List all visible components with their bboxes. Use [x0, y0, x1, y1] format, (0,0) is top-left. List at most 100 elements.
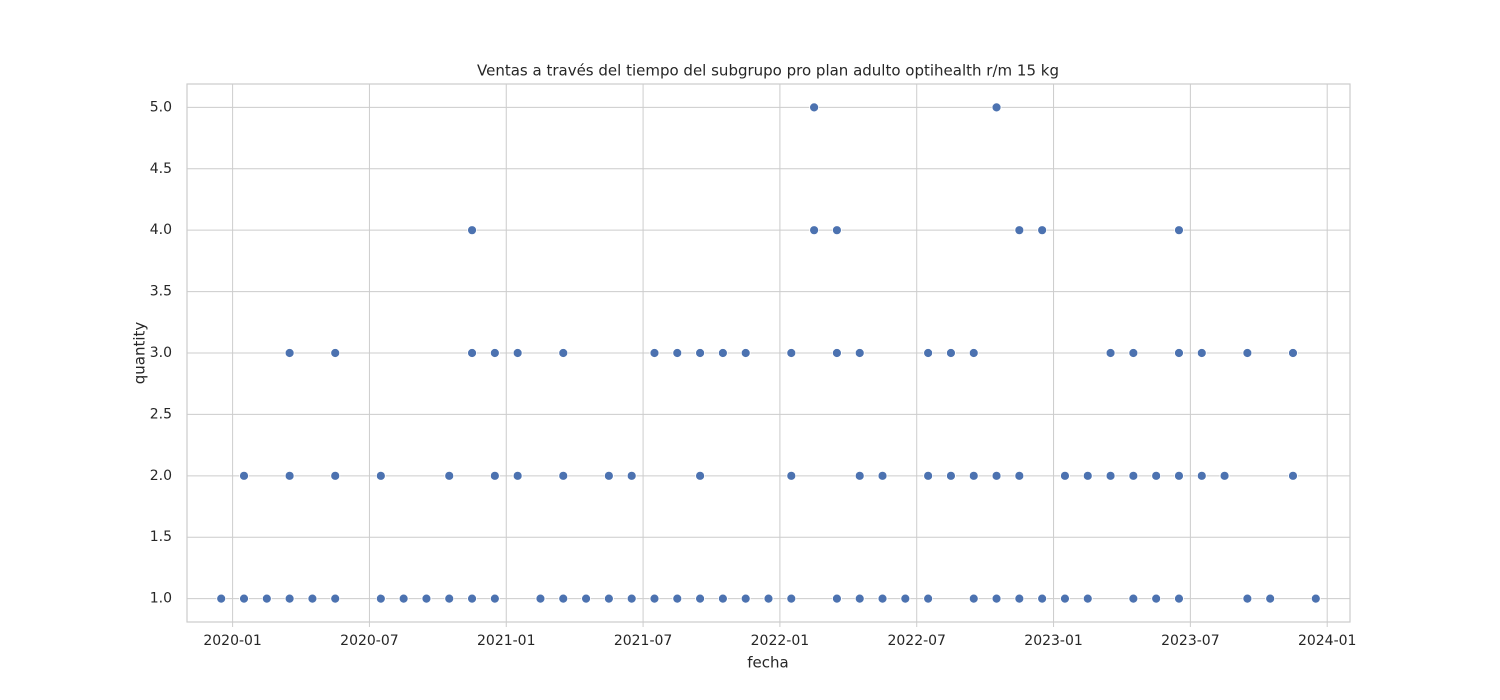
point — [398, 593, 409, 604]
x-tick-label: 2020-07 — [340, 633, 399, 649]
point — [786, 470, 797, 481]
point — [1014, 470, 1025, 481]
point — [1082, 470, 1093, 481]
point — [239, 593, 249, 604]
point — [900, 593, 911, 604]
y-tick-label: 4.0 — [150, 222, 172, 238]
x-tick-label: 2021-01 — [477, 633, 536, 649]
point — [1128, 593, 1139, 604]
x-tick-label: 2022-01 — [751, 633, 810, 649]
point — [968, 348, 979, 358]
point — [535, 593, 546, 604]
point — [832, 225, 842, 236]
point — [375, 593, 386, 604]
point — [581, 593, 591, 604]
point — [421, 593, 432, 604]
point — [1014, 593, 1025, 604]
point — [558, 470, 569, 481]
point — [1037, 593, 1048, 604]
point — [603, 593, 614, 604]
point — [877, 593, 888, 604]
point — [1310, 593, 1321, 604]
point — [489, 470, 500, 481]
point — [809, 102, 820, 113]
point — [832, 593, 842, 604]
point — [1037, 225, 1048, 236]
point — [307, 593, 318, 604]
point — [923, 593, 934, 604]
point — [1242, 593, 1253, 604]
point — [1128, 348, 1139, 358]
point — [1060, 470, 1070, 481]
point — [603, 470, 614, 481]
point — [1105, 348, 1116, 358]
point — [740, 593, 751, 604]
point — [923, 470, 934, 481]
point — [330, 470, 341, 481]
x-axis-label: fecha — [747, 654, 788, 672]
point — [1014, 225, 1025, 236]
point — [1060, 593, 1070, 604]
y-tick-label: 3.0 — [150, 345, 172, 361]
point — [854, 593, 865, 604]
point — [558, 593, 569, 604]
x-tick-label: 2023-01 — [1024, 633, 1083, 649]
point — [1242, 348, 1253, 358]
plot-frame — [186, 83, 1351, 623]
point — [968, 470, 979, 481]
y-tick-label: 2.5 — [150, 406, 172, 422]
point — [239, 470, 249, 481]
point — [467, 225, 477, 236]
point — [284, 593, 295, 604]
point — [854, 470, 865, 481]
point — [1105, 470, 1116, 481]
point — [649, 593, 660, 604]
point — [1151, 593, 1162, 604]
point — [877, 470, 888, 481]
point — [375, 470, 386, 481]
y-tick-label: 3.5 — [150, 284, 172, 300]
point — [626, 470, 637, 481]
point — [261, 593, 272, 604]
point — [1151, 470, 1162, 481]
point — [946, 470, 956, 481]
point — [1174, 225, 1184, 236]
point — [467, 348, 477, 358]
point — [946, 348, 956, 358]
y-tick-label: 1.0 — [150, 591, 172, 607]
point — [284, 348, 295, 358]
y-tick-label: 2.0 — [150, 468, 172, 484]
point — [1265, 593, 1276, 604]
point — [923, 348, 934, 358]
x-tick-label: 2024-01 — [1298, 633, 1357, 649]
point — [991, 593, 1002, 604]
point — [1174, 593, 1184, 604]
point — [832, 348, 842, 358]
point — [444, 470, 455, 481]
y-tick-label: 1.5 — [150, 529, 172, 545]
point — [1219, 470, 1230, 481]
x-tick-label: 2023-07 — [1161, 633, 1220, 649]
point — [649, 348, 660, 358]
point — [672, 348, 683, 358]
point — [512, 470, 523, 481]
x-tick-label: 2022-07 — [887, 633, 946, 649]
point — [330, 348, 341, 358]
point — [968, 593, 979, 604]
point — [809, 225, 820, 236]
point — [489, 593, 500, 604]
point — [512, 348, 523, 358]
point — [1128, 470, 1139, 481]
y-tick-label: 5.0 — [150, 99, 172, 115]
point — [1196, 470, 1207, 481]
point — [467, 593, 477, 604]
point — [854, 348, 865, 358]
point — [672, 593, 683, 604]
point — [330, 593, 341, 604]
point — [763, 593, 774, 604]
x-tick-label: 2021-07 — [614, 633, 673, 649]
point — [1288, 348, 1298, 358]
point — [740, 348, 751, 358]
point — [695, 593, 705, 604]
